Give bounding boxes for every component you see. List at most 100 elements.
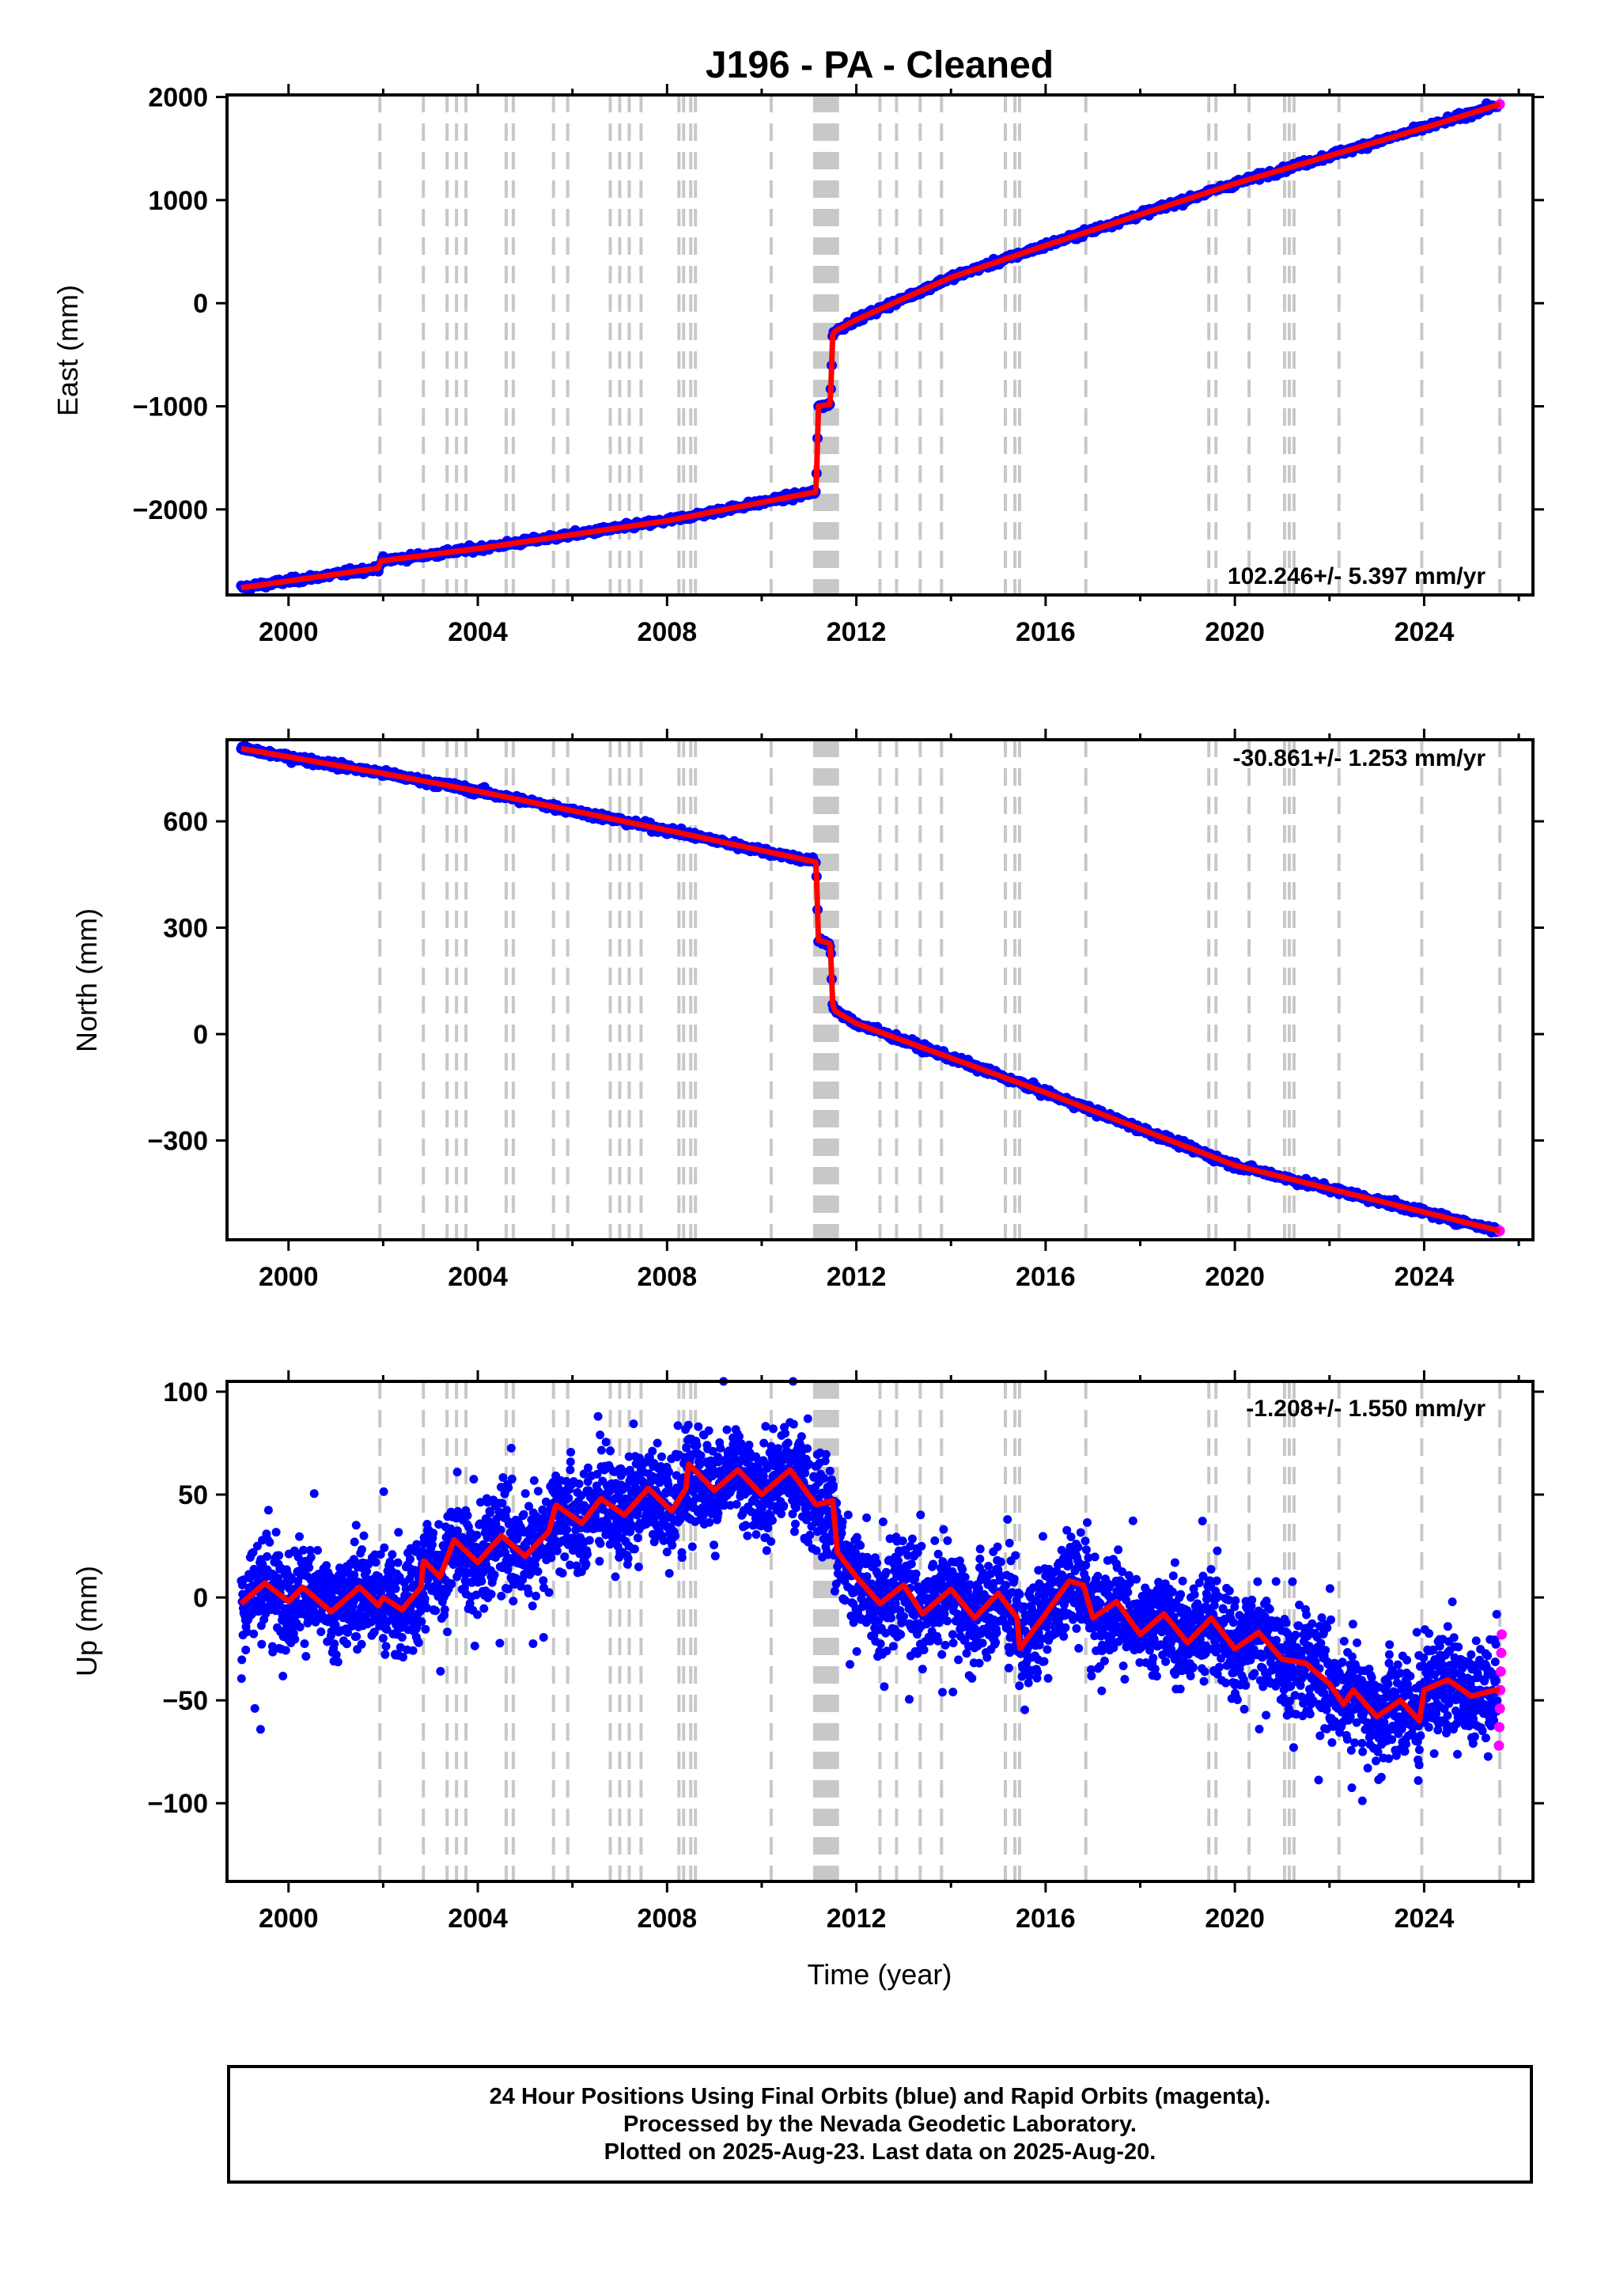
data-point <box>506 1443 516 1453</box>
data-point <box>629 1419 638 1429</box>
data-point <box>743 1531 752 1540</box>
data-point <box>596 1445 606 1455</box>
data-point <box>504 1483 513 1492</box>
data-point <box>472 1530 482 1540</box>
x-tick-label: 2020 <box>1205 1262 1265 1292</box>
data-point <box>547 1553 556 1563</box>
data-point <box>394 1528 403 1537</box>
data-point <box>359 1531 369 1540</box>
data-point <box>397 1633 407 1642</box>
x-tick-label: 2020 <box>1205 617 1265 647</box>
x-tick-label: 2004 <box>448 1262 508 1292</box>
data-point <box>351 1521 361 1530</box>
data-point <box>564 1494 573 1502</box>
data-point <box>648 1446 657 1456</box>
data-point <box>761 1422 770 1431</box>
data-point <box>393 1558 403 1567</box>
data-point <box>399 1653 407 1662</box>
data-point <box>593 1411 603 1421</box>
data-point <box>447 1579 456 1589</box>
data-point <box>797 1432 806 1442</box>
x-tick-label: 2012 <box>827 617 887 647</box>
data-point <box>830 1586 839 1596</box>
data-point <box>502 1506 511 1515</box>
x-tick-label: 2008 <box>637 1262 697 1292</box>
x-tick-label: 2024 <box>1395 1262 1455 1292</box>
plot-1: 2000 2004 2008 2012 2016 2020 2024200010000−10… <box>133 83 1544 647</box>
data-point <box>420 1594 430 1604</box>
data-point <box>371 1558 380 1567</box>
data-point <box>391 1584 400 1593</box>
data-point <box>829 1481 838 1491</box>
data-point <box>710 1540 718 1550</box>
data-point <box>330 1639 339 1649</box>
data-point <box>381 1642 391 1651</box>
data-point <box>558 1568 567 1578</box>
x-tick-label: 2008 <box>637 617 697 647</box>
data-point <box>496 1525 505 1535</box>
data-point <box>634 1563 643 1571</box>
data-point <box>509 1597 518 1606</box>
y-tick-label: −1000 <box>133 392 209 422</box>
data-point <box>417 1617 426 1627</box>
plot-frame <box>225 738 1535 1241</box>
data-point <box>507 1474 517 1483</box>
data-point <box>469 1475 479 1484</box>
x-tick-label: 2016 <box>1016 617 1076 647</box>
final-orbit-points <box>236 741 1502 1238</box>
x-tick-label: 2000 <box>259 1262 319 1292</box>
x-tick-label: 2024 <box>1395 617 1455 647</box>
data-point <box>440 1605 449 1614</box>
data-point <box>237 1655 247 1665</box>
data-point <box>766 1536 776 1546</box>
data-point <box>694 1422 703 1431</box>
data-point <box>768 1516 777 1525</box>
data-point <box>421 1624 430 1634</box>
data-point <box>452 1468 462 1477</box>
data-point <box>295 1623 305 1631</box>
data-point <box>352 1631 361 1641</box>
data-point <box>477 1577 486 1586</box>
data-point <box>670 1531 679 1540</box>
data-point <box>255 1725 265 1734</box>
data-point <box>331 1650 341 1659</box>
data-point <box>732 1499 741 1509</box>
data-point <box>378 1634 388 1643</box>
data-point <box>533 1487 543 1496</box>
data-point <box>300 1639 309 1648</box>
data-point <box>281 1646 290 1655</box>
data-point <box>611 1572 620 1582</box>
data-point <box>633 1533 642 1543</box>
data-point <box>566 1448 576 1457</box>
data-point <box>781 1429 790 1438</box>
data-point <box>257 1639 267 1649</box>
data-point <box>443 1627 452 1637</box>
model-line <box>239 101 1502 591</box>
data-point <box>380 1650 390 1659</box>
data-point <box>528 1639 538 1648</box>
data-point <box>705 1517 714 1527</box>
final-orbit-points <box>236 98 1502 595</box>
data-point <box>710 1552 720 1561</box>
data-point <box>290 1635 300 1644</box>
data-point <box>560 1552 570 1562</box>
data-point <box>301 1652 311 1661</box>
data-point <box>769 1424 778 1434</box>
y-tick-label: 0 <box>193 289 208 319</box>
data-point <box>520 1489 530 1498</box>
data-point <box>704 1426 713 1435</box>
data-point <box>414 1638 423 1647</box>
data-point <box>803 1414 812 1423</box>
data-point <box>436 1666 445 1676</box>
data-point <box>278 1672 288 1680</box>
data-point <box>552 1546 562 1555</box>
data-point <box>309 1489 319 1498</box>
x-tick-label: 2016 <box>1016 1262 1076 1292</box>
x-tick-label: 2000 <box>259 617 319 647</box>
data-point <box>333 1658 343 1667</box>
data-point <box>357 1639 366 1649</box>
data-point <box>358 1545 366 1555</box>
data-point <box>305 1563 314 1572</box>
data-point <box>519 1510 528 1519</box>
data-point <box>408 1646 418 1655</box>
